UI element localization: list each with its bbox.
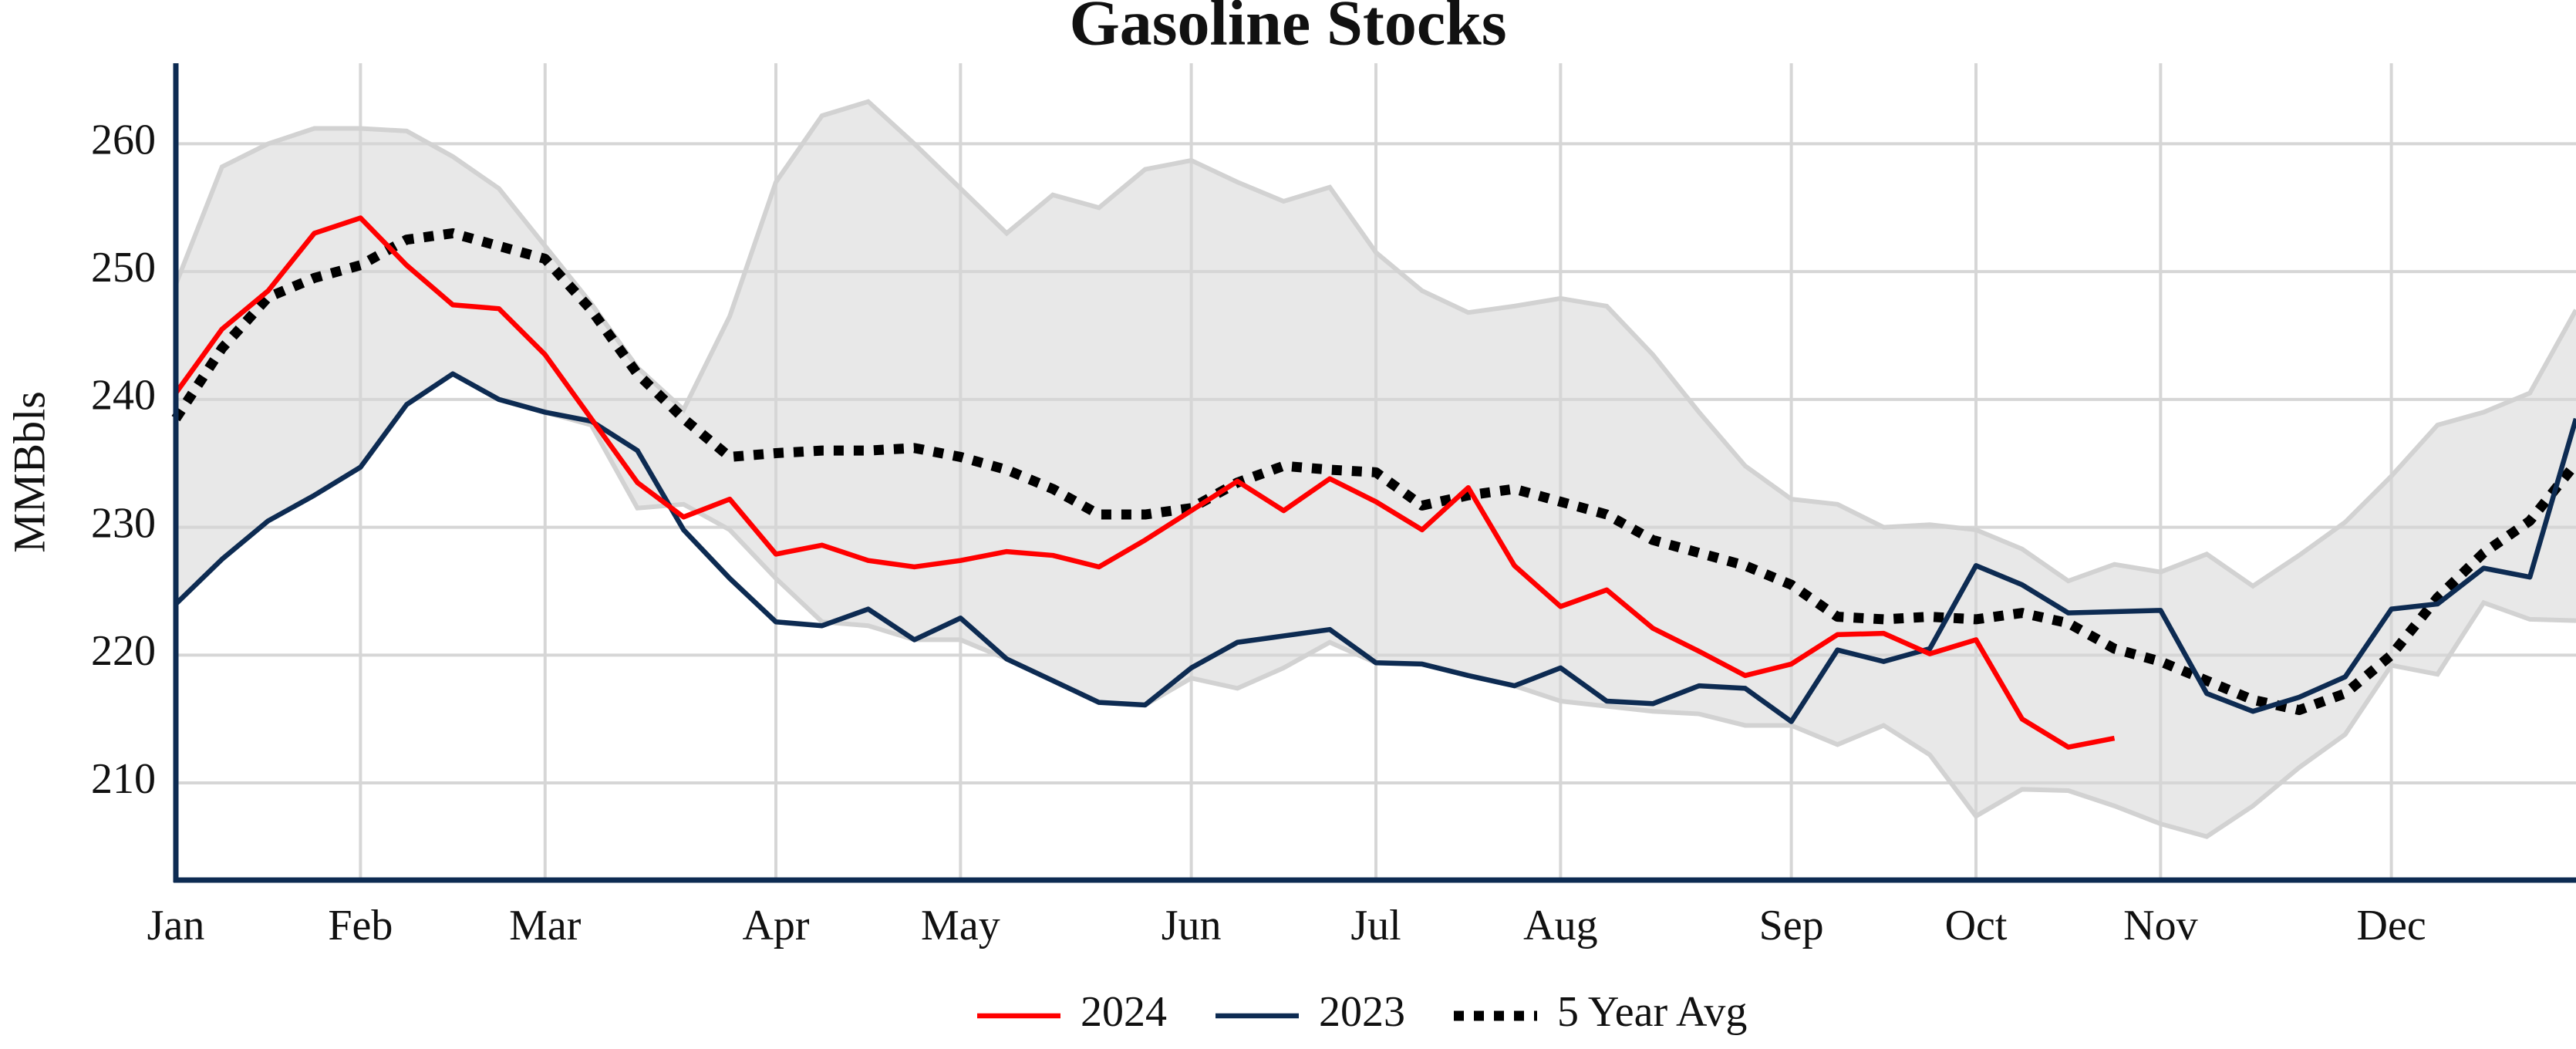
y-tick-label: 250 <box>91 244 156 292</box>
x-tick-label: May <box>921 902 1000 949</box>
series-line <box>174 215 2116 750</box>
x-tick-label: Aug <box>1523 902 1597 949</box>
x-tick-label: Apr <box>742 902 809 949</box>
x-tick-label: Dec <box>2357 902 2426 949</box>
y-tick-label: 260 <box>91 116 156 164</box>
x-tick-label: Nov <box>2123 902 2197 949</box>
y-tick-label: 210 <box>91 755 156 803</box>
series-line <box>174 371 2576 724</box>
x-tick-label: Jul <box>1350 902 1401 949</box>
x-tick-label: Mar <box>509 902 582 949</box>
range-edge <box>174 99 2576 589</box>
y-tick-label: 240 <box>91 372 156 420</box>
x-tick-label: Sep <box>1759 902 1824 949</box>
chart-title: Gasoline Stocks <box>1069 0 1506 59</box>
y-tick-label: 220 <box>91 627 156 675</box>
x-tick-label: Jun <box>1162 902 1222 949</box>
legend-label: 5 Year Avg <box>1557 988 1747 1036</box>
legend-label: 2024 <box>1081 988 1167 1036</box>
x-tick-label: Oct <box>1945 902 2008 949</box>
y-tick-label: 230 <box>91 499 156 547</box>
y-axis-label: MMBbls <box>4 391 54 553</box>
legend-label: 2023 <box>1319 988 1405 1036</box>
x-tick-label: Jan <box>147 902 205 949</box>
x-tick-label: Feb <box>328 902 393 949</box>
series-line <box>171 228 2576 716</box>
